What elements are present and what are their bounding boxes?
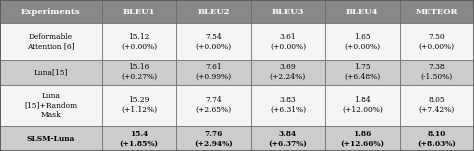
Text: 3.83
(+6.31%): 3.83 (+6.31%) bbox=[270, 96, 306, 114]
Text: Luna
[15]+Random
Mask: Luna [15]+Random Mask bbox=[24, 92, 78, 119]
Bar bbox=[102, 126, 176, 151]
Bar bbox=[325, 23, 400, 60]
Bar bbox=[325, 85, 400, 126]
Text: 3.69
(+2.24%): 3.69 (+2.24%) bbox=[270, 63, 306, 81]
Text: 1.86
(+12.66%): 1.86 (+12.66%) bbox=[340, 130, 384, 148]
Text: Luna[15]: Luna[15] bbox=[34, 68, 68, 76]
Bar bbox=[176, 23, 251, 60]
Text: 15.16
(+0.27%): 15.16 (+0.27%) bbox=[121, 63, 157, 81]
Text: 1.65
(+0.00%): 1.65 (+0.00%) bbox=[344, 33, 381, 50]
Bar bbox=[102, 0, 176, 23]
Text: 7.50
(+0.00%): 7.50 (+0.00%) bbox=[419, 33, 455, 50]
Bar bbox=[251, 60, 325, 85]
Text: 7.74
(+2.65%): 7.74 (+2.65%) bbox=[195, 96, 232, 114]
Bar bbox=[0, 126, 102, 151]
Text: BLEU4: BLEU4 bbox=[346, 8, 379, 16]
Text: 8.05
(+7.42%): 8.05 (+7.42%) bbox=[419, 96, 455, 114]
Bar bbox=[400, 0, 474, 23]
Text: 7.61
(+0.99%): 7.61 (+0.99%) bbox=[195, 63, 232, 81]
Bar bbox=[251, 126, 325, 151]
Text: Deformable
Attention [6]: Deformable Attention [6] bbox=[27, 33, 75, 50]
Bar bbox=[251, 85, 325, 126]
Bar bbox=[176, 85, 251, 126]
Text: BLEU2: BLEU2 bbox=[197, 8, 230, 16]
Bar bbox=[325, 60, 400, 85]
Text: Experiments: Experiments bbox=[21, 8, 81, 16]
Bar bbox=[400, 85, 474, 126]
Bar bbox=[0, 60, 102, 85]
Text: 1.75
(+6.48%): 1.75 (+6.48%) bbox=[344, 63, 381, 81]
Text: 7.76
(+2.94%): 7.76 (+2.94%) bbox=[194, 130, 233, 148]
Bar bbox=[400, 23, 474, 60]
Bar bbox=[102, 23, 176, 60]
Text: 7.38
(-1.50%): 7.38 (-1.50%) bbox=[420, 63, 453, 81]
Bar bbox=[102, 85, 176, 126]
Text: 1.84
(+12.00%): 1.84 (+12.00%) bbox=[342, 96, 383, 114]
Bar bbox=[400, 60, 474, 85]
Bar bbox=[0, 0, 102, 23]
Bar bbox=[325, 126, 400, 151]
Text: METEOR: METEOR bbox=[416, 8, 458, 16]
Text: 8.10
(+8.03%): 8.10 (+8.03%) bbox=[417, 130, 456, 148]
Text: 15.29
(+1.12%): 15.29 (+1.12%) bbox=[121, 96, 157, 114]
Bar bbox=[0, 85, 102, 126]
Bar bbox=[251, 23, 325, 60]
Text: 7.54
(+0.00%): 7.54 (+0.00%) bbox=[195, 33, 232, 50]
Text: 15.12
(+0.00%): 15.12 (+0.00%) bbox=[121, 33, 157, 50]
Bar bbox=[176, 126, 251, 151]
Bar bbox=[176, 60, 251, 85]
Bar bbox=[325, 0, 400, 23]
Text: 3.84
(+6.37%): 3.84 (+6.37%) bbox=[268, 130, 308, 148]
Text: SLSM-Luna: SLSM-Luna bbox=[27, 135, 75, 143]
Bar bbox=[251, 0, 325, 23]
Bar bbox=[102, 60, 176, 85]
Text: BLEU1: BLEU1 bbox=[123, 8, 155, 16]
Bar bbox=[400, 126, 474, 151]
Bar bbox=[176, 0, 251, 23]
Text: BLEU3: BLEU3 bbox=[272, 8, 304, 16]
Bar bbox=[0, 23, 102, 60]
Text: 3.61
(+0.00%): 3.61 (+0.00%) bbox=[270, 33, 306, 50]
Text: 15.4
(+1.85%): 15.4 (+1.85%) bbox=[119, 130, 159, 148]
